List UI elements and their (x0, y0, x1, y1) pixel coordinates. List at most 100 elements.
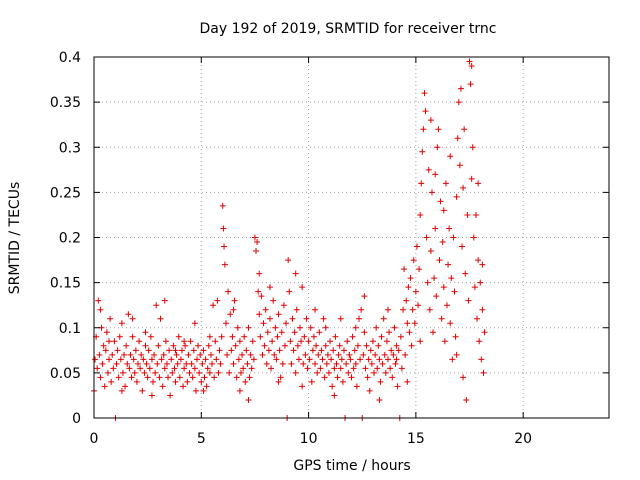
data-point (173, 351, 180, 358)
data-point (283, 320, 290, 327)
data-point (469, 144, 476, 151)
data-point (211, 374, 218, 381)
data-point (312, 360, 319, 367)
data-point (413, 243, 420, 250)
data-point (480, 369, 487, 376)
data-point (339, 378, 346, 385)
data-point (247, 351, 254, 358)
data-point (117, 356, 124, 363)
data-point (421, 90, 428, 97)
data-point (404, 378, 411, 385)
data-point (182, 342, 189, 349)
data-point (391, 324, 398, 331)
data-point (103, 329, 110, 336)
data-point (322, 342, 329, 349)
data-point (150, 378, 157, 385)
data-point (372, 351, 379, 358)
data-point (378, 333, 385, 340)
data-point (275, 311, 282, 318)
y-tick-label: 0.25 (50, 185, 81, 201)
data-point (96, 351, 103, 358)
data-point (330, 347, 337, 354)
data-point (134, 360, 141, 367)
data-point (332, 333, 339, 340)
data-points (91, 58, 488, 421)
data-point (323, 360, 330, 367)
data-point (162, 338, 169, 345)
data-point (129, 315, 136, 322)
data-point (161, 365, 168, 372)
data-point (110, 365, 117, 372)
data-point (357, 356, 364, 363)
data-point (154, 360, 161, 367)
data-point (165, 374, 172, 381)
data-point (327, 338, 334, 345)
data-point (423, 234, 430, 241)
data-point (393, 356, 400, 363)
data-point (122, 383, 129, 390)
data-point (365, 356, 372, 363)
data-point (201, 374, 208, 381)
data-point (221, 261, 228, 268)
data-point (352, 324, 359, 331)
data-point (94, 365, 101, 372)
data-point (417, 211, 424, 218)
data-point (373, 324, 380, 331)
data-point (319, 356, 326, 363)
data-point (367, 347, 374, 354)
data-point (353, 383, 360, 390)
data-point (304, 365, 311, 372)
y-tick-label: 0.4 (59, 50, 81, 66)
data-point (456, 162, 463, 169)
data-point (351, 347, 358, 354)
data-point (461, 126, 468, 133)
data-point (411, 320, 418, 327)
data-point (286, 288, 293, 295)
data-point (133, 378, 140, 385)
data-point (371, 369, 378, 376)
data-point (343, 360, 350, 367)
data-point (113, 360, 120, 367)
data-point (269, 338, 276, 345)
data-point (236, 387, 243, 394)
data-point (331, 392, 338, 399)
data-point (250, 356, 257, 363)
data-point (139, 387, 146, 394)
data-point (338, 356, 345, 363)
data-point (321, 374, 328, 381)
data-point (302, 351, 309, 358)
data-point (246, 374, 253, 381)
data-point (452, 333, 459, 340)
data-point (187, 338, 194, 345)
data-point (159, 383, 166, 390)
data-point (202, 356, 209, 363)
data-point (276, 347, 283, 354)
data-point (204, 365, 211, 372)
data-point (433, 293, 440, 300)
data-point (191, 320, 198, 327)
data-point (183, 360, 190, 367)
data-point (401, 266, 408, 273)
data-point (206, 333, 213, 340)
data-point (477, 279, 484, 286)
data-point (146, 365, 153, 372)
data-point (143, 360, 150, 367)
data-point (375, 342, 382, 349)
data-point (478, 356, 485, 363)
data-point (124, 360, 131, 367)
data-point (406, 329, 413, 336)
y-tick-label: 0.2 (59, 231, 81, 247)
data-point (398, 365, 405, 372)
data-point (222, 320, 229, 327)
data-point (309, 347, 316, 354)
data-point (418, 180, 425, 187)
data-point (337, 315, 344, 322)
data-point (191, 365, 198, 372)
data-point (448, 275, 455, 282)
data-point (318, 347, 325, 354)
data-point (136, 338, 143, 345)
data-point (479, 306, 486, 313)
data-point (229, 333, 236, 340)
x-axis-label: GPS time / hours (293, 458, 410, 474)
data-point (328, 356, 335, 363)
